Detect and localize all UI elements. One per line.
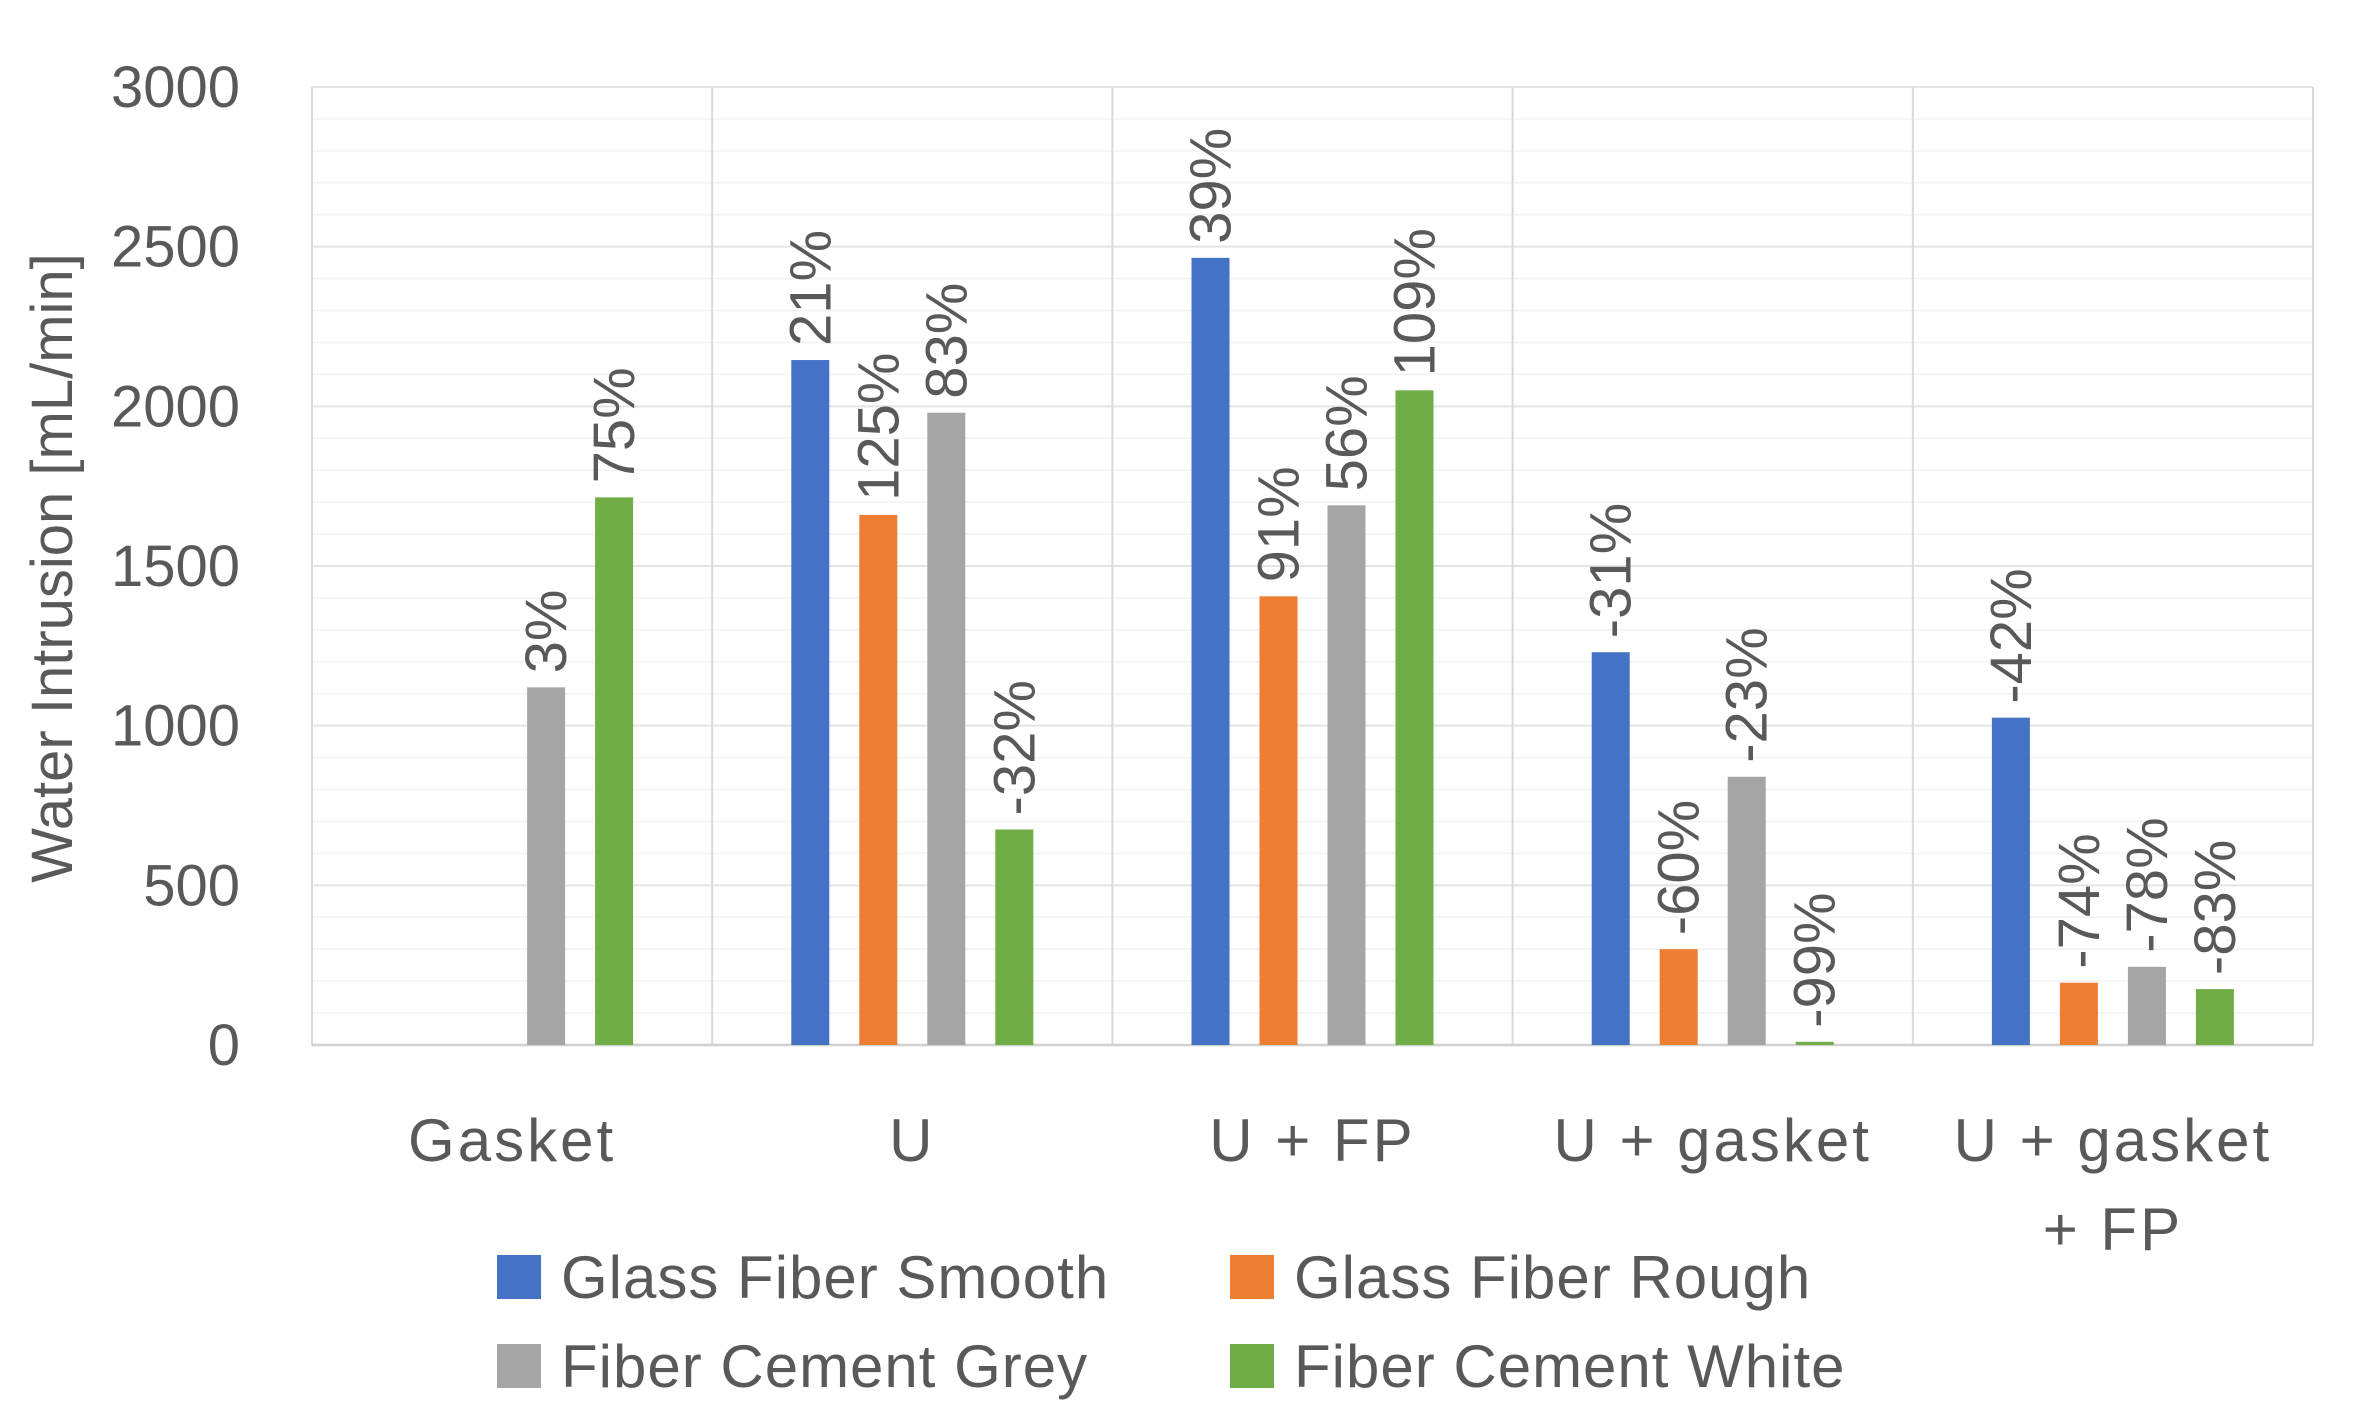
data-label: 125% [846, 353, 911, 501]
category-label: Gasket [408, 1107, 616, 1174]
legend-label: Glass Fiber Smooth [561, 1244, 1109, 1311]
legend-label: Fiber Cement Grey [561, 1333, 1088, 1400]
data-label: -23% [1715, 627, 1780, 762]
category-label: U [889, 1107, 935, 1174]
bar [527, 687, 566, 1045]
bar [1991, 717, 2030, 1045]
bar [1727, 776, 1766, 1045]
data-label: 83% [914, 283, 979, 399]
data-label: -42% [1979, 568, 2044, 703]
bars [527, 257, 2234, 1046]
category-label: U + FP [1209, 1107, 1415, 1174]
data-label: -78% [2115, 817, 2180, 952]
data-label: -83% [2183, 840, 2248, 975]
bar [1259, 596, 1298, 1045]
y-tick-label: 1500 [111, 534, 240, 599]
data-label: 75% [582, 367, 647, 483]
legend-swatch [497, 1255, 541, 1299]
bar [1659, 949, 1698, 1045]
bar [927, 412, 966, 1046]
bar [995, 829, 1034, 1045]
data-label: -60% [1647, 800, 1712, 935]
bar [1591, 652, 1630, 1045]
legend-swatch [497, 1344, 541, 1388]
bar [2195, 989, 2234, 1045]
data-label: -32% [982, 680, 1047, 815]
data-label: -31% [1579, 503, 1644, 638]
legend-label: Fiber Cement White [1294, 1333, 1846, 1400]
y-tick-label: 2500 [111, 215, 240, 280]
data-label: 56% [1315, 375, 1380, 491]
bar [1395, 390, 1434, 1045]
y-tick-label: 1000 [111, 694, 240, 759]
category-label: + FP [2043, 1196, 2183, 1263]
data-label: 21% [778, 230, 843, 346]
category-label: U + gasket [1553, 1107, 1872, 1174]
data-labels: 21% 39% -31% -42% 125% 91% -60% -74% 3% 83% 56% -23… [514, 128, 2248, 1028]
data-label: -74% [2047, 833, 2112, 968]
axes: 0 500 1000 1500 2000 2500 3000 Water Intrusion … [20, 55, 2313, 1263]
bar [2059, 982, 2098, 1045]
bar [595, 497, 634, 1045]
y-tick-label: 500 [143, 853, 240, 918]
data-label: 3% [514, 590, 579, 674]
data-label: 91% [1247, 466, 1312, 582]
category-label: U + gasket [1954, 1107, 2273, 1174]
data-label: 109% [1383, 228, 1448, 376]
data-label: 39% [1179, 128, 1244, 244]
bar [1191, 257, 1230, 1045]
legend-swatch [1230, 1255, 1274, 1299]
legend-label: Glass Fiber Rough [1294, 1244, 1811, 1311]
bar [1327, 505, 1366, 1045]
bar [2127, 966, 2166, 1045]
legend-swatch [1230, 1344, 1274, 1388]
y-axis-title: Water Intrusion [mL/min] [20, 253, 85, 883]
data-label: -99% [1783, 892, 1848, 1027]
y-tick-label: 0 [208, 1013, 240, 1078]
bar [791, 360, 830, 1045]
bar [1795, 1041, 1834, 1045]
y-tick-label: 3000 [111, 55, 240, 120]
y-tick-label: 2000 [111, 374, 240, 439]
gridlines [311, 86, 2314, 1045]
legend: Glass Fiber Smooth Glass Fiber Rough Fiber… [497, 1244, 1846, 1400]
bar [859, 514, 898, 1045]
